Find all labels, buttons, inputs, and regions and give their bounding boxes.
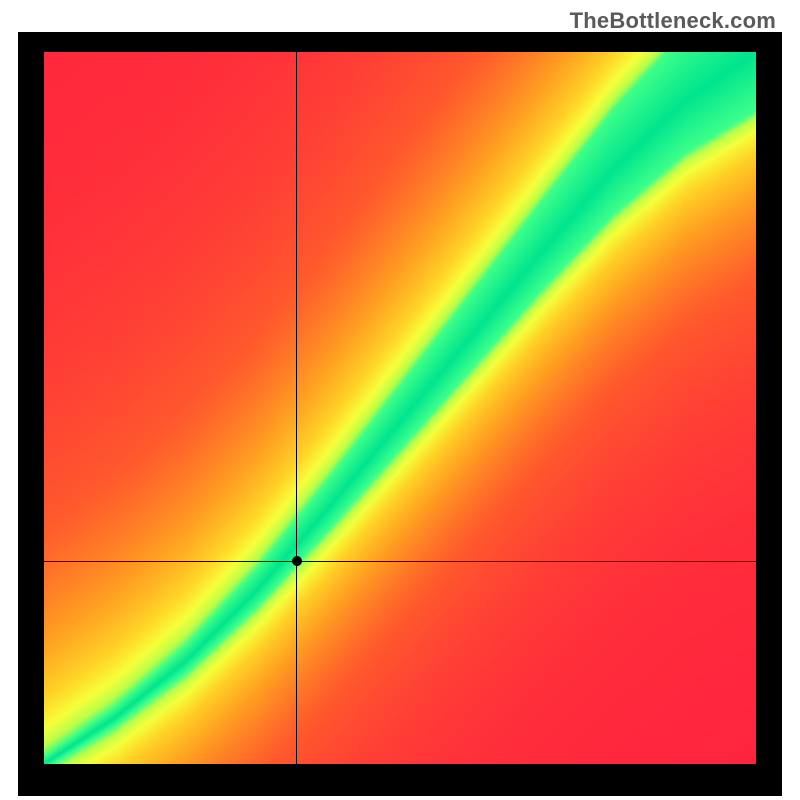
chart-plot-area bbox=[44, 52, 756, 764]
chart-frame bbox=[18, 32, 782, 796]
crosshair-point bbox=[292, 556, 302, 566]
heatmap-canvas bbox=[44, 52, 756, 764]
chart-container: TheBottleneck.com bbox=[0, 0, 800, 800]
crosshair-horizontal bbox=[44, 561, 756, 562]
attribution-text: TheBottleneck.com bbox=[570, 8, 776, 34]
crosshair-vertical bbox=[296, 52, 297, 764]
